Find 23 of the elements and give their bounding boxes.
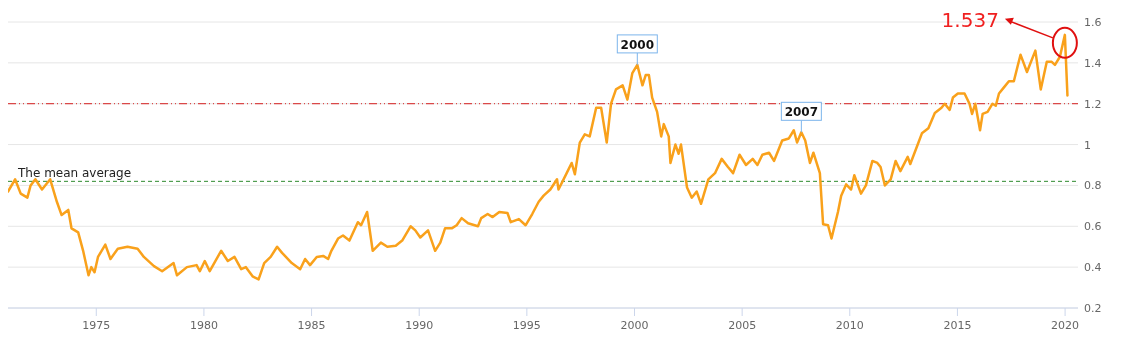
- line-series: [8, 33, 1069, 281]
- x-tick-label: 1990: [405, 319, 434, 332]
- x-tick-label: 2005: [728, 319, 757, 332]
- y-tick-label: 1.6: [1084, 16, 1102, 29]
- ref-line-label: The mean average: [17, 166, 132, 181]
- x-tick-label: 2000: [620, 319, 649, 332]
- annotation: 2007: [784, 105, 819, 120]
- y-tick-label: 1.2: [1084, 97, 1102, 111]
- annotation: 2000: [620, 37, 654, 52]
- y-tick-label: 1.4: [1084, 56, 1102, 70]
- x-tick-label: 1980: [189, 319, 218, 332]
- annotation: 1.537: [941, 7, 999, 32]
- x-tick-label: 1995: [512, 319, 541, 332]
- y-tick-label: 1: [1084, 138, 1091, 152]
- y-tick-label: 0.2: [1084, 302, 1102, 315]
- y-tick-label: 0.6: [1084, 220, 1102, 234]
- x-tick-label: 1985: [297, 319, 326, 332]
- x-tick-label: 2015: [943, 319, 972, 332]
- x-tick-label: 2010: [835, 319, 864, 332]
- x-tick-label: 2020: [1051, 319, 1080, 332]
- y-tick-label: 0.8: [1084, 179, 1102, 193]
- y-tick-label: 0.4: [1084, 261, 1102, 275]
- x-tick-label: 1975: [82, 319, 111, 332]
